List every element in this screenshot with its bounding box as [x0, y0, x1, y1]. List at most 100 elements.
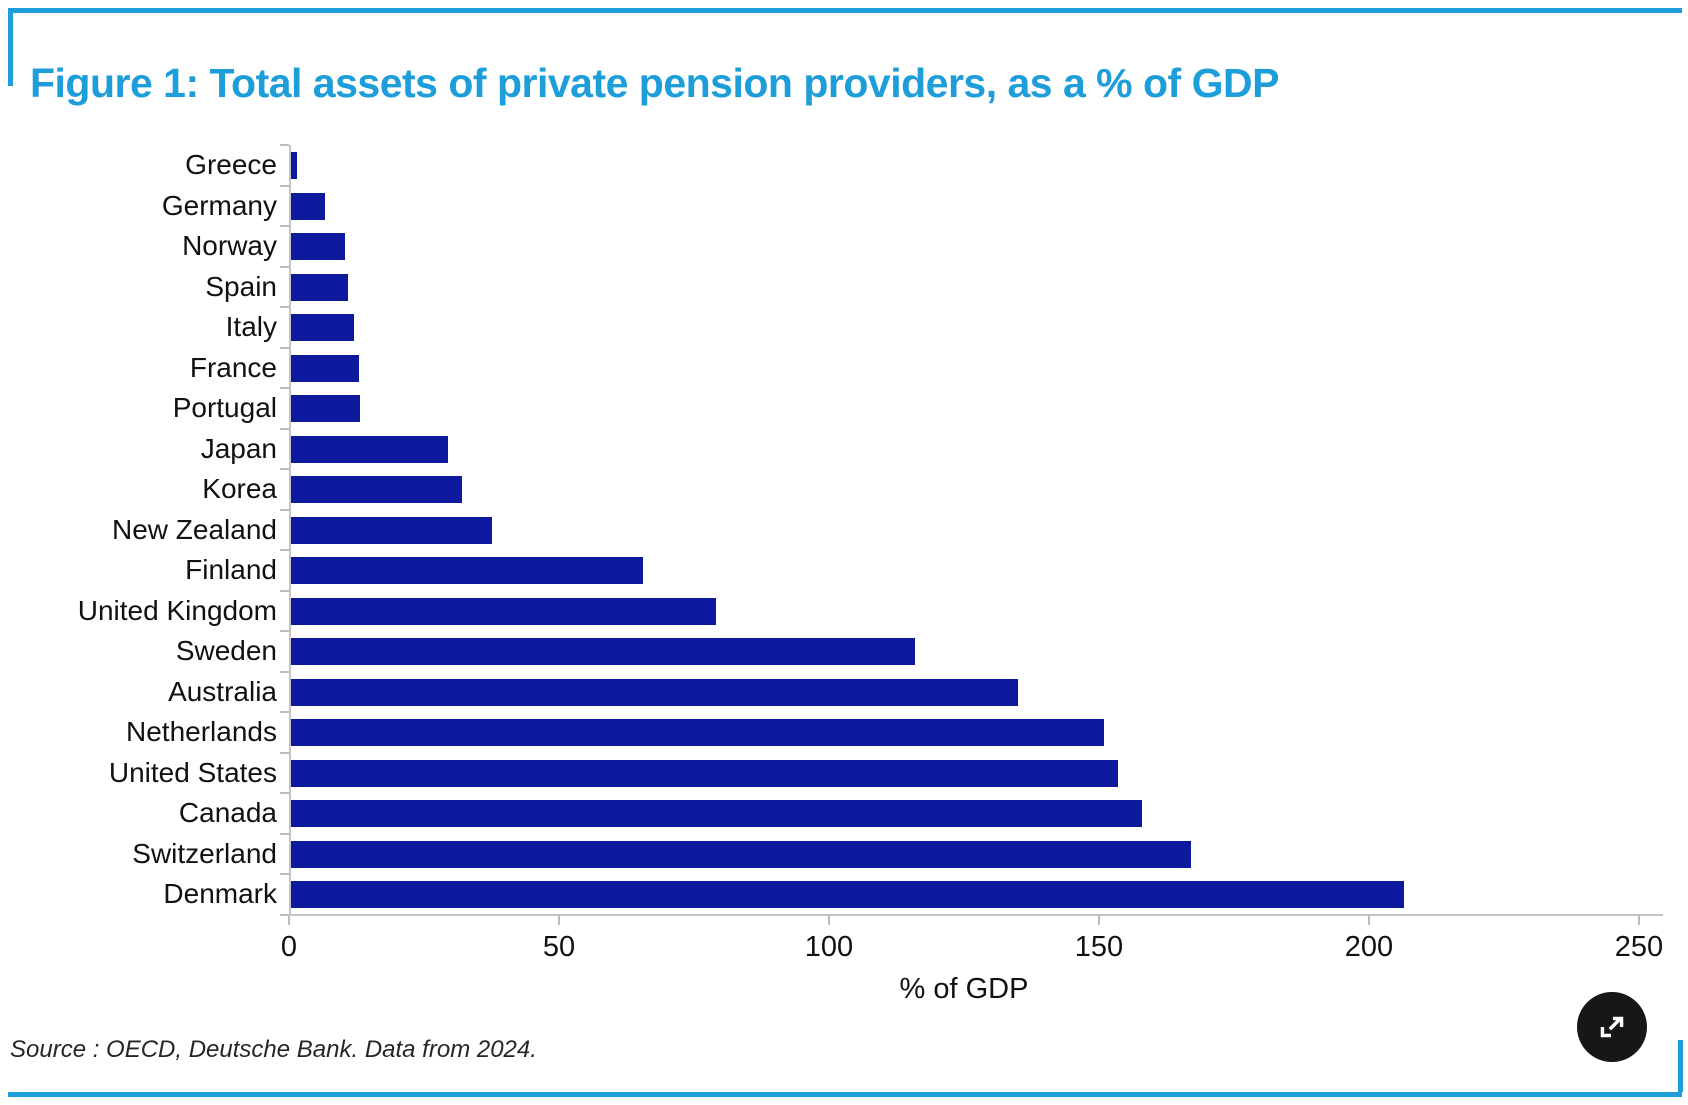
chart-row: United Kingdom [12, 589, 1662, 632]
x-axis-tick-label: 50 [542, 931, 576, 963]
category-label: Italy [225, 311, 277, 342]
bar-track [280, 144, 1662, 186]
chart-row: United States [12, 751, 1662, 794]
category-label: Korea [202, 473, 277, 504]
bar-chart: Greece Germany Norway Spain Italy France Portu… [12, 144, 1664, 1105]
bar [289, 678, 1018, 706]
x-axis-line [289, 914, 1663, 916]
chart-row: Denmark [12, 873, 1662, 915]
bar [289, 557, 643, 584]
bar-track [280, 265, 1662, 308]
bar-track [280, 711, 1662, 753]
bar [289, 881, 1405, 908]
x-axis-tick-label: 200 [1344, 931, 1394, 963]
bar-track [280, 589, 1662, 632]
top-accent-line [8, 8, 1682, 13]
chart-row: Netherlands [12, 711, 1662, 753]
bar [289, 597, 716, 625]
bar-track [280, 751, 1662, 794]
expand-button[interactable] [1577, 992, 1647, 1062]
chart-rows: Greece Germany Norway Spain Italy France Portu… [12, 144, 1662, 915]
bar-track [280, 508, 1662, 551]
bar-track [280, 670, 1662, 713]
chart-row: Norway [12, 225, 1662, 267]
x-axis-title: % of GDP [899, 973, 1029, 1005]
figure-title: Figure 1: Total assets of private pensio… [30, 60, 1279, 107]
bar [289, 800, 1143, 827]
chart-row: Switzerland [12, 832, 1662, 875]
x-axis-tick [558, 916, 560, 925]
chart-row: Sweden [12, 630, 1662, 672]
chart-row: Germany [12, 184, 1662, 227]
category-label: Sweden [175, 635, 277, 666]
category-label: New Zealand [112, 513, 277, 545]
y-axis-bottom-tick [280, 914, 289, 916]
bar [289, 759, 1118, 787]
category-label: Greece [185, 149, 277, 180]
x-axis-tick-label: 150 [1074, 931, 1124, 963]
expand-icon [1600, 1016, 1624, 1038]
x-axis-tick [1638, 916, 1640, 925]
category-label: Norway [182, 230, 277, 261]
chart-row: Greece [12, 144, 1662, 186]
category-label: Netherlands [126, 716, 277, 747]
category-label: Germany [161, 189, 277, 221]
chart-row: Italy [12, 306, 1662, 348]
bottom-right-accent-bar [1678, 1040, 1683, 1092]
chart-row: New Zealand [12, 508, 1662, 551]
bar [289, 273, 349, 301]
bar [289, 840, 1191, 868]
bar-track [280, 387, 1662, 429]
category-label: Finland [185, 554, 277, 585]
chart-row: Australia [12, 670, 1662, 713]
bar [289, 192, 326, 220]
bar [289, 719, 1105, 746]
x-axis-tick [1098, 916, 1100, 925]
bar-track [280, 792, 1662, 834]
bar-track [280, 549, 1662, 591]
source-note: Source : OECD, Deutsche Bank. Data from … [10, 1036, 537, 1063]
category-label: Japan [200, 432, 277, 464]
bar [289, 152, 297, 179]
category-label: Denmark [163, 878, 277, 909]
category-label: United Kingdom [77, 594, 277, 626]
bar-track [280, 184, 1662, 227]
x-axis-tick-label: 100 [804, 931, 854, 963]
bar-track [280, 468, 1662, 510]
bar [289, 314, 354, 341]
title-left-accent-bar [8, 8, 13, 86]
chart-row: Spain [12, 265, 1662, 308]
category-label: Switzerland [132, 837, 277, 869]
chart-row: Canada [12, 792, 1662, 834]
bar [289, 638, 916, 665]
x-axis-tick [288, 916, 290, 925]
bar-track [280, 346, 1662, 389]
category-label: Australia [168, 675, 277, 707]
y-axis-line [289, 145, 291, 916]
bar-track [280, 873, 1662, 915]
chart-row: Portugal [12, 387, 1662, 429]
bar [289, 516, 492, 544]
x-axis-tick-label: 0 [280, 931, 298, 963]
chart-row: Japan [12, 427, 1662, 470]
category-label: Canada [178, 797, 277, 828]
bar-track [280, 630, 1662, 672]
chart-row: Finland [12, 549, 1662, 591]
bar [289, 354, 360, 382]
chart-row: Korea [12, 468, 1662, 510]
bar-track [280, 225, 1662, 267]
bar-track [280, 427, 1662, 470]
bar [289, 395, 361, 422]
bottom-accent-line [8, 1092, 1682, 1097]
bar [289, 233, 346, 260]
bar [289, 435, 449, 463]
category-label: Portugal [172, 392, 277, 423]
x-axis-tick [828, 916, 830, 925]
category-label: United States [108, 756, 277, 788]
bar-track [280, 832, 1662, 875]
bar-track [280, 306, 1662, 348]
bar [289, 476, 462, 503]
x-axis-tick-label: 250 [1614, 931, 1664, 963]
category-label: Spain [205, 270, 277, 302]
x-axis-tick [1368, 916, 1370, 925]
